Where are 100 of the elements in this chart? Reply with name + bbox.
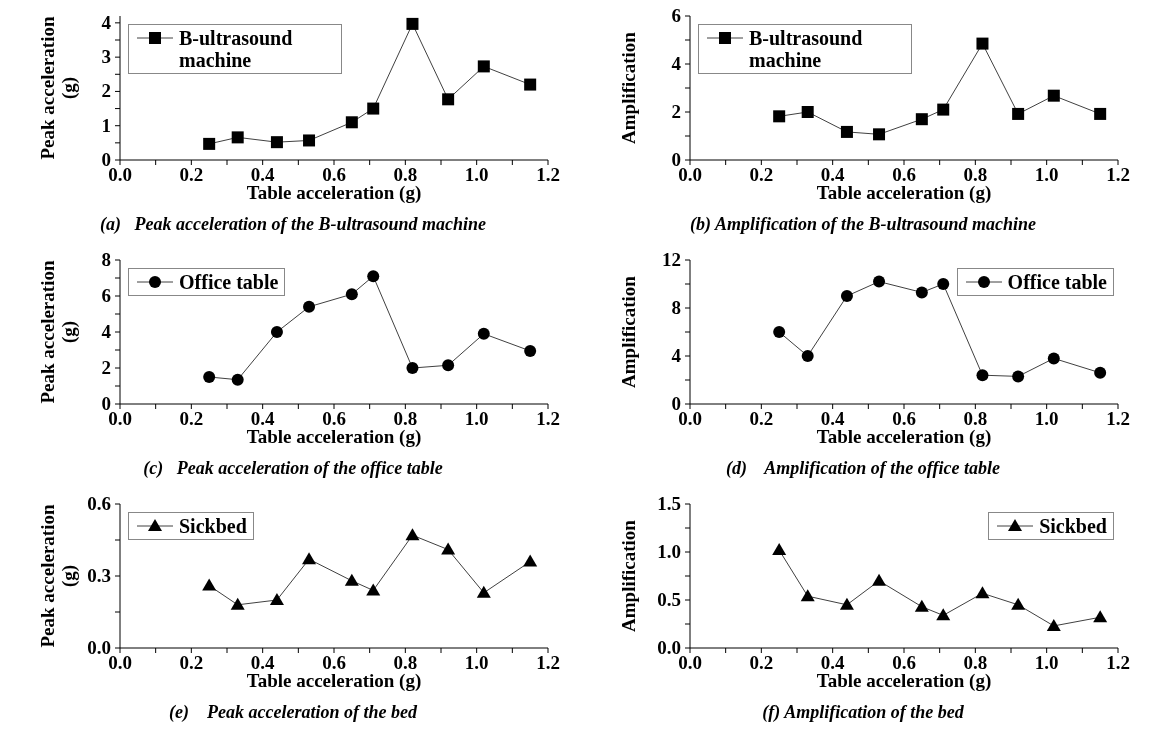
point xyxy=(203,371,216,383)
x-tick-label: 1.0 xyxy=(1034,408,1059,429)
x-tick-label: 1.0 xyxy=(464,408,489,429)
point xyxy=(914,599,929,612)
x-tick-label: 0.4 xyxy=(250,164,276,185)
point xyxy=(976,369,989,382)
x-tick-label: 0.6 xyxy=(892,408,916,429)
point xyxy=(202,578,217,591)
legend-label: Office table xyxy=(1007,271,1107,293)
x-axis-title: Table acceleration (g) xyxy=(816,426,992,447)
point xyxy=(367,270,380,283)
x-tick-label: 0.2 xyxy=(179,408,204,429)
point xyxy=(839,597,854,610)
point xyxy=(442,359,455,372)
x-axis-title: Table acceleration (g) xyxy=(816,670,992,691)
y-tick-label: 2 xyxy=(101,357,111,378)
y-tick-label: 12 xyxy=(662,249,681,270)
y-tick-label: 2 xyxy=(101,80,111,102)
y-axis-title: Peak acceleration (g) xyxy=(37,503,79,650)
point xyxy=(477,327,490,340)
x-tick-label: 1.0 xyxy=(1034,164,1059,185)
point xyxy=(1093,610,1108,623)
point xyxy=(270,136,283,149)
point xyxy=(303,134,316,147)
point xyxy=(367,102,380,115)
y-tick-label: 0.0 xyxy=(657,637,681,658)
point xyxy=(406,17,419,30)
x-tick-label: 1.2 xyxy=(536,164,560,185)
point xyxy=(1047,352,1060,365)
legend-label: B-ultrasound machine xyxy=(749,27,864,71)
point xyxy=(773,326,786,338)
text: (f) Amplification of the bed xyxy=(761,702,965,723)
x-axis-title: Table acceleration (g) xyxy=(816,182,992,203)
x-tick-label: 1.2 xyxy=(1106,652,1130,673)
y-tick-label: 4 xyxy=(671,345,682,366)
point xyxy=(344,573,359,586)
y-axis-title: Amplification xyxy=(617,520,639,632)
y-tick-label: 4 xyxy=(671,53,682,74)
point xyxy=(269,593,284,605)
x-tick-label: 0.8 xyxy=(393,652,418,673)
point xyxy=(773,110,786,123)
point xyxy=(840,125,853,138)
y-axis-title: Peak acceleration (g) xyxy=(37,259,79,406)
legend-label: Sickbed xyxy=(179,515,247,537)
point xyxy=(976,37,989,50)
y-axis-title: Amplification xyxy=(617,32,639,144)
x-tick-label: 1.0 xyxy=(1034,652,1059,673)
y-tick-label: 1.0 xyxy=(657,541,681,562)
legend-label: Office table xyxy=(179,271,279,293)
point xyxy=(1012,107,1025,120)
point xyxy=(1011,597,1026,610)
legend-label: B-ultrasound machine xyxy=(179,27,294,71)
point xyxy=(270,326,283,338)
y-tick-label: 8 xyxy=(101,249,111,270)
y-tick-label: 0.3 xyxy=(87,565,111,586)
point xyxy=(345,288,358,301)
y-tick-label: 1 xyxy=(101,114,111,136)
point xyxy=(345,116,358,129)
point xyxy=(840,290,853,302)
x-tick-label: 0.4 xyxy=(820,164,846,185)
point xyxy=(441,542,456,555)
y-tick-label: 0 xyxy=(101,393,111,414)
x-tick-label: 0.2 xyxy=(179,164,204,185)
y-tick-label: 3 xyxy=(101,46,111,68)
text: (a) Peak acceleration of the B-ultrasound machine xyxy=(99,214,487,235)
x-tick-label: 1.2 xyxy=(1106,164,1130,185)
y-axis-title: Amplification xyxy=(617,276,639,388)
point xyxy=(772,543,787,556)
x-tick-label: 0.8 xyxy=(963,164,988,185)
point xyxy=(873,128,886,141)
point xyxy=(231,373,244,386)
point xyxy=(873,275,886,288)
point xyxy=(937,103,950,116)
x-axis-title: Table acceleration (g) xyxy=(246,670,422,691)
point xyxy=(915,113,928,126)
text: (e) Peak acceleration of the bed xyxy=(168,702,418,723)
point xyxy=(1094,107,1107,120)
point xyxy=(1012,370,1025,383)
point xyxy=(936,608,951,621)
point xyxy=(872,573,887,586)
y-tick-label: 4 xyxy=(101,321,112,342)
point xyxy=(366,583,381,596)
point xyxy=(442,93,455,106)
x-axis-title: Table acceleration (g) xyxy=(246,182,422,203)
y-tick-label: 4 xyxy=(101,11,112,33)
point xyxy=(406,362,419,374)
point xyxy=(302,552,317,565)
point xyxy=(937,278,950,290)
point xyxy=(524,344,537,357)
x-tick-label: 0.2 xyxy=(179,652,204,673)
point xyxy=(230,597,245,610)
x-tick-label: 0.6 xyxy=(892,164,916,185)
legend-label: Sickbed xyxy=(1039,515,1107,537)
y-tick-label: 2 xyxy=(671,101,681,122)
text: (c) Peak acceleration of the office table xyxy=(142,458,444,479)
x-tick-label: 0.4 xyxy=(250,652,276,673)
x-tick-label: 1.2 xyxy=(1106,408,1130,429)
y-tick-label: 0.5 xyxy=(657,589,681,610)
text: (d) Amplification of the office table xyxy=(725,458,1001,479)
point xyxy=(915,286,928,299)
